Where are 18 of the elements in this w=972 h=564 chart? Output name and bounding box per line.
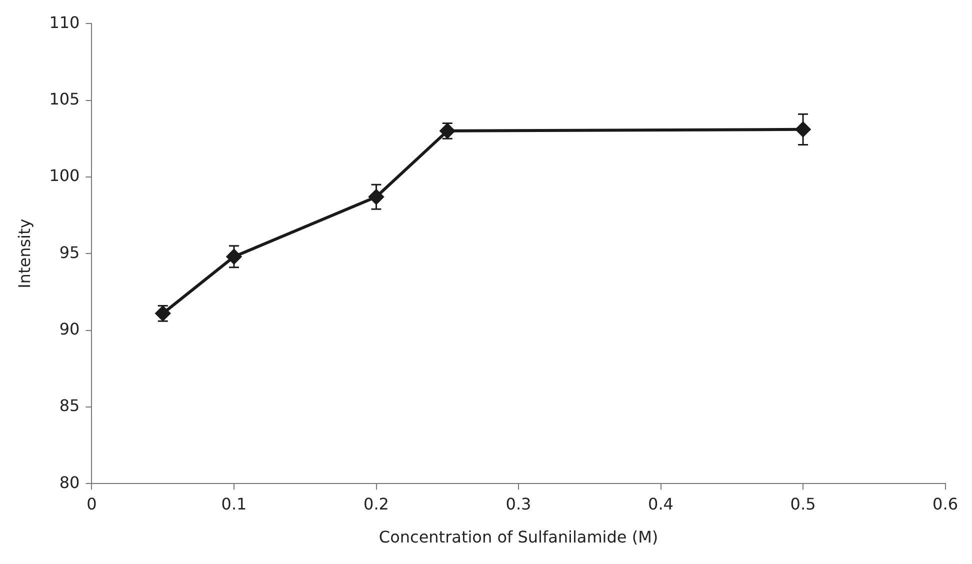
y-tick-label: 85 xyxy=(59,396,80,416)
point xyxy=(796,122,811,137)
x-tick-label: 0.3 xyxy=(506,494,532,514)
x-tick-label: 0.2 xyxy=(364,494,389,514)
x-tick-label: 0.4 xyxy=(648,494,674,514)
y-tick-label: 105 xyxy=(49,89,80,108)
x-tick-label: 0.6 xyxy=(932,494,958,514)
x-tick-label: 0.1 xyxy=(221,494,247,514)
y-tick-label: 110 xyxy=(49,12,80,32)
x-tick-label: 0.5 xyxy=(790,494,816,514)
y-tick-label: 90 xyxy=(59,319,80,338)
point xyxy=(368,189,384,204)
y-axis-title: Intensity xyxy=(14,218,34,288)
y-tick-label: 95 xyxy=(59,242,80,262)
y-tick-label: 100 xyxy=(49,166,80,186)
x-tick-label: 0 xyxy=(86,494,97,514)
y-tick-label: 80 xyxy=(59,472,80,492)
x-axis-title: Concentration of Sulfanilamide (M) xyxy=(378,528,658,547)
